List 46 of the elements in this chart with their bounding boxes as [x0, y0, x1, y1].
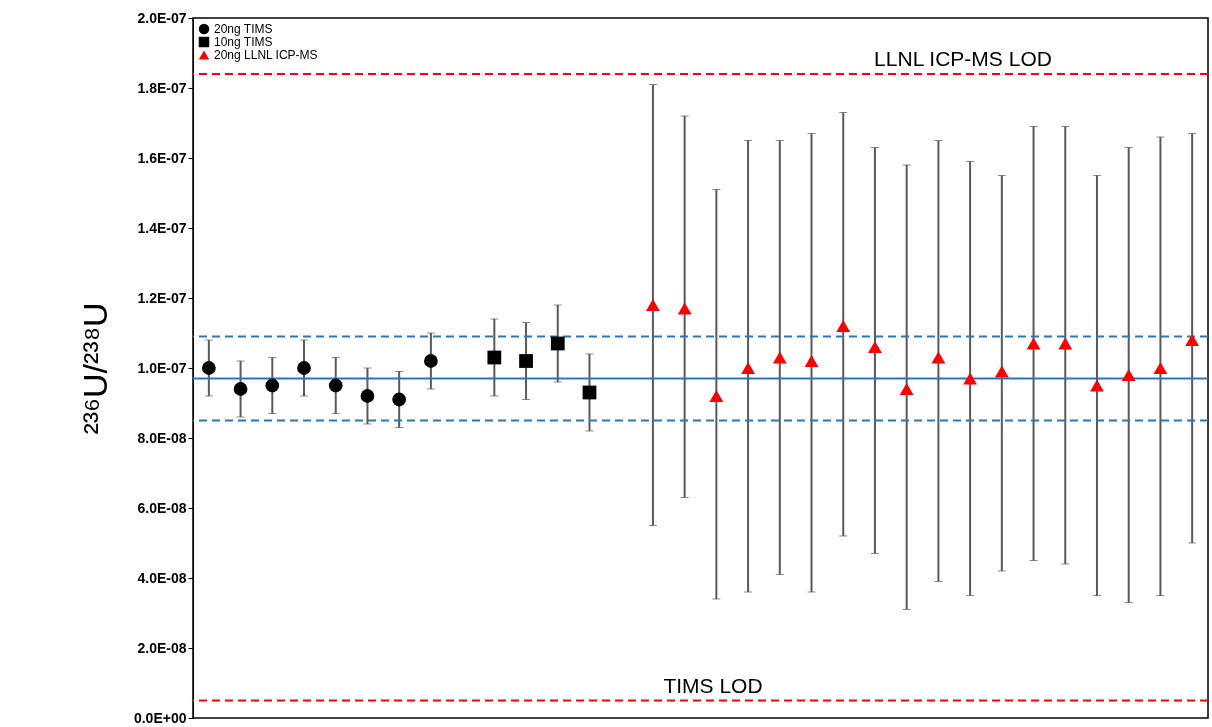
- y-tick-label: 1.8E-07: [137, 79, 187, 96]
- point: [646, 299, 660, 311]
- point: [1185, 334, 1200, 346]
- point: [1153, 362, 1168, 374]
- point: [1026, 337, 1041, 350]
- point: [868, 341, 882, 353]
- point: [233, 382, 248, 396]
- legend-label: 20ng TIMS: [214, 22, 273, 36]
- y-tick-label: 1.2E-07: [137, 289, 187, 306]
- y-tick-label: 4.0E-08: [137, 569, 187, 586]
- y-tick-label: 1.4E-07: [137, 219, 187, 236]
- y-tick-label: 2.0E-08: [137, 639, 187, 656]
- y-axis-title: ²³⁶U/²³⁸U: [75, 302, 114, 435]
- point: [899, 383, 914, 395]
- point: [265, 378, 280, 393]
- y-tick-label: 8.0E-08: [137, 429, 187, 446]
- point: [328, 378, 343, 393]
- y-tick-label: 1.0E-07: [137, 359, 187, 376]
- point: [804, 355, 819, 367]
- point: [772, 351, 787, 364]
- point: [487, 350, 502, 365]
- y-tick-label: 2.0E-07: [137, 9, 187, 26]
- y-tick-label: 6.0E-08: [137, 499, 187, 516]
- legend-label: 10ng TIMS: [214, 35, 273, 49]
- point: [297, 361, 311, 375]
- point: [550, 336, 565, 351]
- point: [519, 354, 533, 368]
- point: [677, 302, 692, 315]
- point: [360, 389, 375, 403]
- point: [994, 365, 1009, 378]
- point: [963, 372, 977, 385]
- point: [424, 354, 438, 368]
- y-tick-label: 1.6E-07: [137, 149, 187, 166]
- point: [1090, 379, 1104, 392]
- point: [201, 361, 216, 375]
- ref-line-label: LLNL ICP-MS LOD: [874, 47, 1052, 70]
- point: [709, 390, 724, 402]
- point: [1121, 369, 1136, 381]
- point: [1058, 337, 1073, 350]
- legend-label: 20ng LLNL ICP-MS: [214, 48, 318, 62]
- point: [741, 362, 755, 374]
- y-tick-label: 0.0E+00: [133, 709, 187, 726]
- point: [836, 320, 851, 332]
- point: [931, 351, 946, 364]
- point: [392, 392, 407, 407]
- ref-line-label: TIMS LOD: [663, 673, 763, 697]
